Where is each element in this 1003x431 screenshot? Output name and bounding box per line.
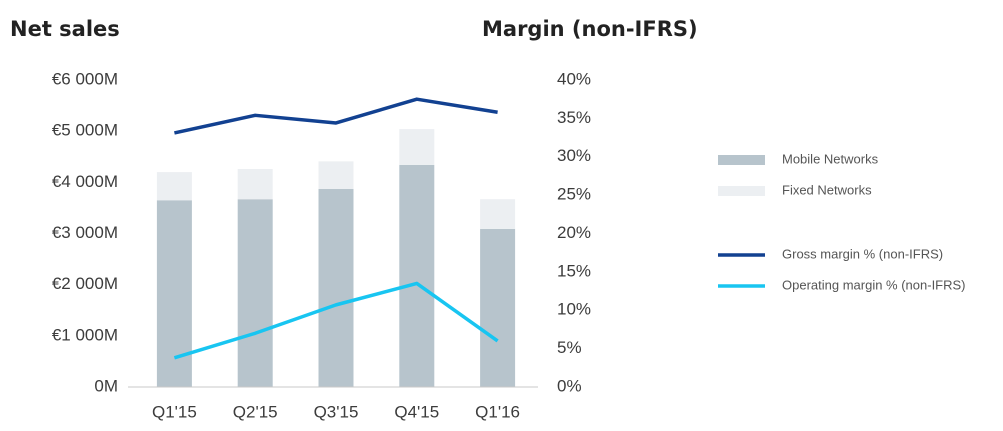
- y2-title: Margin (non-IFRS): [482, 17, 698, 41]
- y2-tick-label: 5%: [557, 338, 582, 357]
- y2-tick-label: 30%: [557, 146, 591, 165]
- y-tick-label: €1 000M: [52, 325, 118, 344]
- legend-swatch: [718, 155, 765, 165]
- legend-label: Operating margin % (non-IFRS): [782, 277, 966, 292]
- y2-tick-label: 20%: [557, 223, 591, 242]
- x-tick-label: Q1'15: [152, 402, 197, 421]
- y-tick-label: 0M: [94, 376, 118, 395]
- y-tick-label: €6 000M: [52, 69, 118, 88]
- y-tick-label: €5 000M: [52, 121, 118, 140]
- bar: [399, 164, 435, 387]
- x-tick-label: Q2'15: [233, 402, 278, 421]
- x-tick-label: Q3'15: [314, 402, 359, 421]
- bar: [237, 199, 273, 387]
- bar: [156, 172, 192, 201]
- legend-label: Fixed Networks: [782, 182, 872, 197]
- legend-swatch: [718, 186, 765, 196]
- y2-tick-label: 10%: [557, 300, 591, 319]
- y2-tick-label: 25%: [557, 185, 591, 204]
- y2-tick-label: 0%: [557, 376, 582, 395]
- bar: [399, 129, 435, 165]
- bar: [480, 228, 516, 387]
- bar: [237, 169, 273, 200]
- y2-tick-label: 35%: [557, 108, 591, 127]
- y-tick-label: €4 000M: [52, 172, 118, 191]
- bar: [156, 200, 192, 387]
- x-tick-label: Q4'15: [394, 402, 439, 421]
- line: [174, 97, 498, 135]
- y2-tick-label: 40%: [557, 69, 591, 88]
- y-tick-label: €3 000M: [52, 223, 118, 242]
- y2-tick-label: 15%: [557, 261, 591, 280]
- y-tick-label: €2 000M: [52, 274, 118, 293]
- line: [173, 281, 499, 360]
- x-tick-label: Q1'16: [475, 402, 520, 421]
- legend-label: Gross margin % (non-IFRS): [782, 246, 943, 261]
- bar: [480, 199, 516, 229]
- bar: [318, 161, 354, 189]
- legend-label: Mobile Networks: [782, 151, 879, 166]
- chart-title: Net sales: [10, 17, 120, 41]
- bar: [318, 188, 354, 387]
